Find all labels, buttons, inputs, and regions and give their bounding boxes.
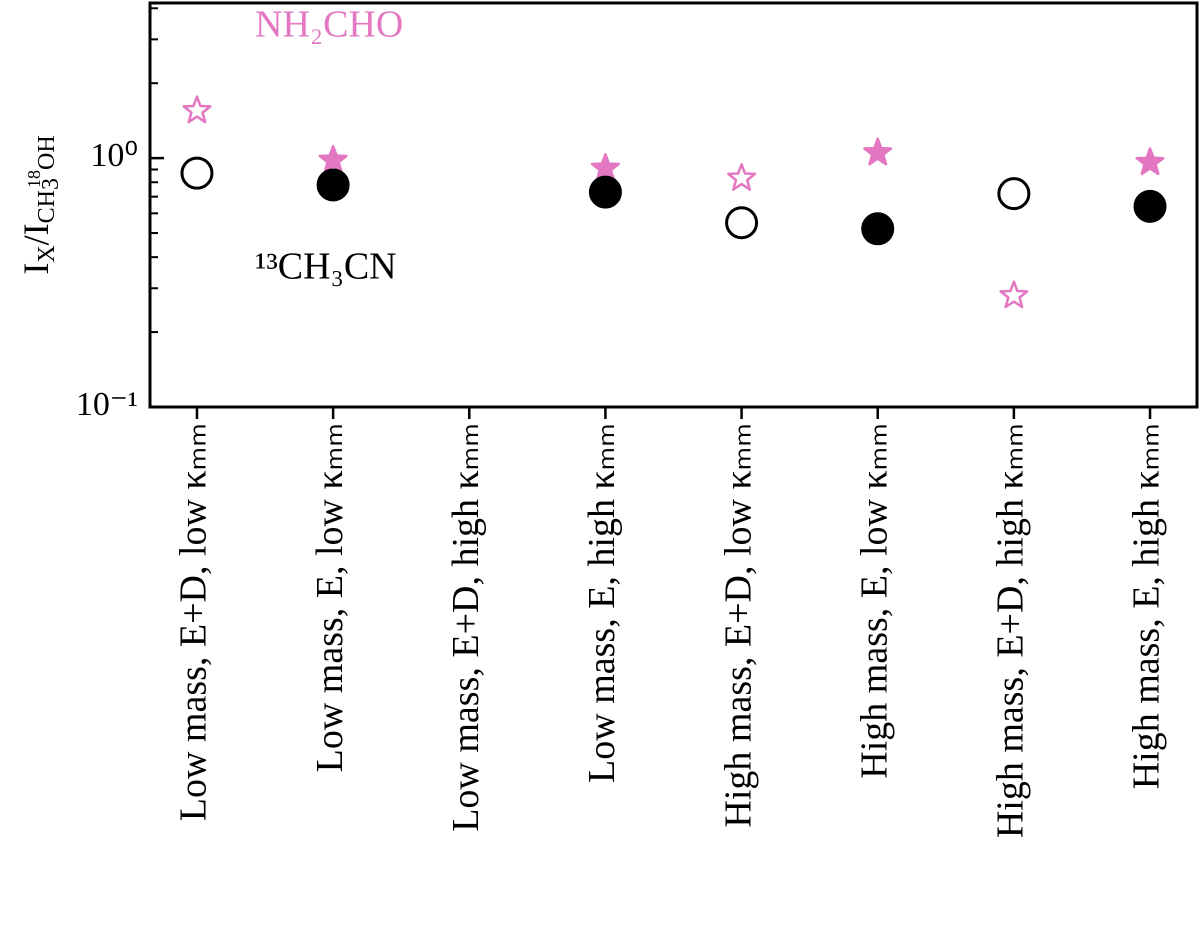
x-tick-label: High mass, E+D, low κₘₘ <box>717 423 759 828</box>
ylabel-part: I <box>16 263 56 275</box>
x-tick-label: Low mass, E+D, high κₘₘ <box>445 423 487 832</box>
x-tick-label: Low mass, E, low κₘₘ <box>309 423 351 772</box>
star-marker <box>182 95 212 124</box>
star-marker <box>727 163 757 191</box>
ylabel-part: CH <box>34 190 60 223</box>
x-tick-label: High mass, E, high κₘₘ <box>1126 423 1168 789</box>
circle-marker <box>588 175 622 209</box>
circle-marker <box>180 156 214 190</box>
ylabel-part: 3 <box>38 178 64 190</box>
ylabel-part: OH <box>34 135 60 170</box>
circle-marker <box>316 168 350 202</box>
y-tick-label: 10⁰ <box>90 137 138 174</box>
circle-marker <box>725 206 759 240</box>
star-marker <box>590 153 620 181</box>
ylabel-part: /I <box>16 223 56 245</box>
star-marker <box>1135 147 1165 176</box>
x-tick-label: High mass, E+D, high κₘₘ <box>990 423 1032 838</box>
y-axis-label: IX/ICH318OH <box>16 135 63 274</box>
series-label: NH₂CHO <box>255 4 403 46</box>
series-label: ¹³CH₃CN <box>255 246 397 288</box>
x-tick-label: High mass, E, low κₘₘ <box>853 423 895 779</box>
plot-frame <box>148 1 1199 409</box>
star-marker <box>999 280 1029 309</box>
circle-marker <box>997 177 1031 211</box>
star-marker <box>863 137 893 166</box>
x-tick-label: Low mass, E, high κₘₘ <box>581 423 623 783</box>
ylabel-part: X <box>34 245 60 262</box>
ylabel-part: 18 <box>24 170 44 188</box>
star-marker <box>318 145 348 173</box>
circle-marker <box>1133 189 1167 223</box>
circle-marker <box>861 212 895 246</box>
x-tick-label: Low mass, E+D, low κₘₘ <box>173 423 215 821</box>
y-tick-label: 10⁻¹ <box>76 386 138 423</box>
